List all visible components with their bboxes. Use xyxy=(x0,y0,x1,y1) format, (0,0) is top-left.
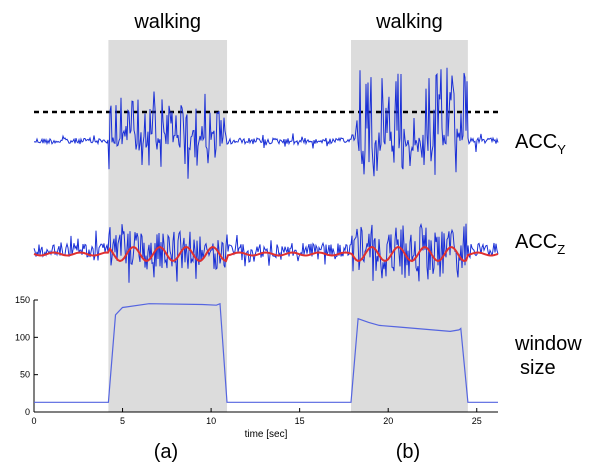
acc-y-signal xyxy=(33,67,499,179)
acc-z-signal xyxy=(33,222,499,283)
walking-label-b: walking xyxy=(375,11,443,33)
x-tick-label: 10 xyxy=(206,416,216,426)
window-size-axes: 0 5 10 15 20 25 0 50 100 150 xyxy=(15,295,498,426)
x-tick-label: 0 xyxy=(31,416,36,426)
y-tick-label: 150 xyxy=(15,295,30,305)
x-tick-label: 25 xyxy=(472,416,482,426)
window-size-label-line2: size xyxy=(520,357,556,379)
acc-z-smoothed-signal xyxy=(33,245,499,263)
x-axis-label: time [sec] xyxy=(245,429,288,440)
acc-y-label: ACCY xyxy=(515,131,566,157)
x-tick-label: 20 xyxy=(383,416,393,426)
window-size-series xyxy=(34,302,498,403)
x-tick-label: 5 xyxy=(120,416,125,426)
window-size-label-line1: window xyxy=(514,333,582,355)
x-tick-label: 15 xyxy=(295,416,305,426)
y-tick-label: 0 xyxy=(25,407,30,417)
y-tick-label: 50 xyxy=(20,370,30,380)
walking-label-a: walking xyxy=(133,11,201,33)
acc-z-label: ACCZ xyxy=(515,231,565,257)
walking-shading xyxy=(108,40,468,412)
y-tick-label: 100 xyxy=(15,332,30,342)
walking-region-0 xyxy=(108,40,228,412)
panel-label-a: (a) xyxy=(154,441,178,463)
panel-label-b: (b) xyxy=(396,441,420,463)
